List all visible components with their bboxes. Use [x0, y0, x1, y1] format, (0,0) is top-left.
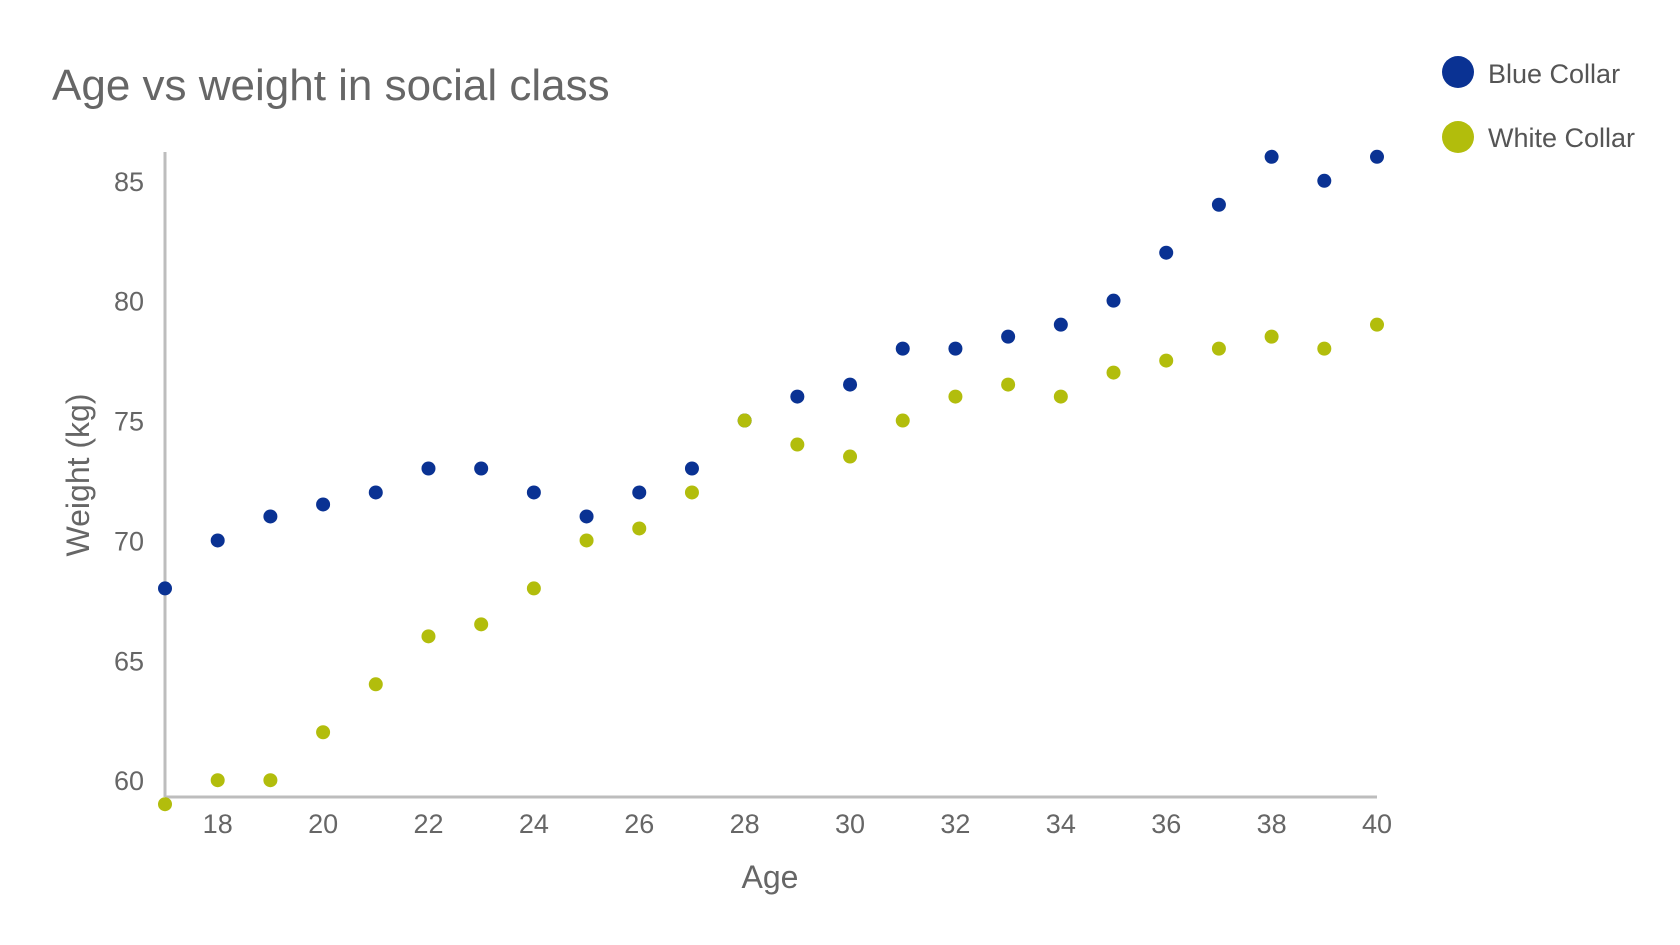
data-point-blue-collar	[895, 341, 910, 356]
data-point-white-collar	[474, 617, 489, 632]
x-tick-label: 40	[1362, 809, 1392, 839]
x-tick-label: 24	[519, 809, 549, 839]
data-points	[158, 149, 1384, 812]
data-point-blue-collar	[421, 461, 436, 476]
y-axis-title: Weight (kg)	[60, 393, 96, 556]
data-point-white-collar	[579, 533, 594, 548]
legend-swatch-blue-collar	[1442, 56, 1474, 88]
x-tick-label: 22	[413, 809, 443, 839]
x-tick-label: 26	[624, 809, 654, 839]
data-point-blue-collar	[1264, 149, 1279, 164]
data-point-blue-collar	[1211, 197, 1226, 212]
data-point-blue-collar	[1106, 293, 1121, 308]
legend-label-white-collar: White Collar	[1488, 123, 1635, 153]
x-tick-label: 32	[940, 809, 970, 839]
data-point-white-collar	[1053, 389, 1068, 404]
data-point-blue-collar	[368, 485, 383, 500]
data-point-white-collar	[263, 773, 278, 788]
data-point-white-collar	[737, 413, 752, 428]
data-point-blue-collar	[1317, 173, 1332, 188]
x-tick-label: 34	[1046, 809, 1076, 839]
data-point-white-collar	[632, 521, 647, 536]
data-point-blue-collar	[948, 341, 963, 356]
data-point-white-collar	[684, 485, 699, 500]
x-tick-label: 36	[1151, 809, 1181, 839]
data-point-white-collar	[1001, 377, 1016, 392]
legend-swatch-white-collar	[1442, 121, 1474, 153]
data-point-blue-collar	[684, 461, 699, 476]
data-point-blue-collar	[1370, 149, 1384, 164]
data-point-blue-collar	[263, 509, 278, 524]
x-tick-label: 20	[308, 809, 338, 839]
x-axis-ticks: 18 20 22 24 26 28 30 32 34 36 38 40	[203, 809, 1392, 839]
data-point-blue-collar	[1053, 317, 1068, 332]
data-point-blue-collar	[1001, 329, 1016, 344]
y-tick-label: 65	[114, 646, 144, 676]
data-point-blue-collar	[579, 509, 594, 524]
y-tick-label: 80	[114, 287, 144, 317]
data-point-white-collar	[895, 413, 910, 428]
data-point-blue-collar	[474, 461, 489, 476]
data-point-blue-collar	[210, 533, 225, 548]
data-point-white-collar	[1370, 317, 1384, 332]
data-point-white-collar	[158, 797, 172, 812]
x-tick-label: 30	[835, 809, 865, 839]
x-axis-title: Age	[742, 859, 799, 895]
y-tick-label: 60	[114, 766, 144, 796]
y-axis-ticks: 60 65 70 75 80 85	[114, 167, 144, 796]
data-point-blue-collar	[790, 389, 805, 404]
data-point-white-collar	[210, 773, 225, 788]
y-tick-label: 85	[114, 167, 144, 197]
x-tick-label: 28	[730, 809, 760, 839]
y-tick-label: 75	[114, 407, 144, 437]
data-point-white-collar	[1264, 329, 1279, 344]
data-point-blue-collar	[843, 377, 858, 392]
y-tick-label: 70	[114, 526, 144, 556]
data-point-blue-collar	[632, 485, 647, 500]
data-point-white-collar	[1211, 341, 1226, 356]
chart-title: Age vs weight in social class	[52, 61, 610, 110]
data-point-blue-collar	[316, 497, 331, 512]
data-point-white-collar	[526, 581, 541, 596]
x-tick-label: 38	[1257, 809, 1287, 839]
x-tick-label: 18	[203, 809, 233, 839]
data-point-white-collar	[1106, 365, 1121, 380]
data-point-white-collar	[843, 449, 858, 464]
data-point-blue-collar	[1159, 245, 1174, 260]
data-point-white-collar	[368, 677, 383, 692]
data-point-blue-collar	[526, 485, 541, 500]
data-point-white-collar	[316, 725, 331, 740]
data-point-white-collar	[1317, 341, 1332, 356]
data-point-white-collar	[790, 437, 805, 452]
data-point-white-collar	[1159, 353, 1174, 368]
data-point-white-collar	[421, 629, 436, 644]
data-point-white-collar	[948, 389, 963, 404]
data-point-blue-collar	[158, 581, 172, 596]
legend: Blue Collar White Collar	[1442, 56, 1635, 153]
legend-label-blue-collar: Blue Collar	[1488, 59, 1620, 89]
